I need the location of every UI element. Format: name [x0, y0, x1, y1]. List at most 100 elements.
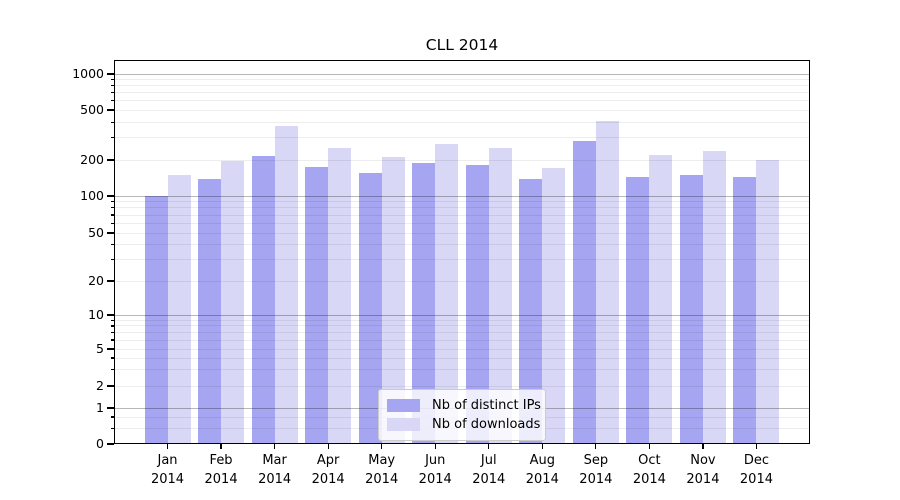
y-gridline-minor: [114, 357, 810, 359]
legend-swatch-distinct-ips-icon: [387, 399, 420, 412]
legend-entry-downloads: Nb of downloads: [387, 415, 541, 434]
y-tick-mark-minor: [110, 319, 114, 321]
y-tick-label: 500: [80, 102, 104, 117]
y-gridline-minor: [114, 259, 810, 261]
bar-distinct-ips: [465, 165, 489, 444]
y-tick-mark: [107, 159, 114, 161]
bar-distinct-ips: [305, 166, 329, 444]
y-gridline-major: [114, 195, 810, 197]
y-tick-mark-minor: [110, 84, 114, 87]
y-tick-mark-minor: [110, 99, 114, 102]
y-gridline-minor: [114, 201, 810, 203]
legend-swatch-downloads-icon: [387, 418, 420, 431]
bar-distinct-ips: [572, 140, 596, 444]
bar-distinct-ips: [144, 196, 168, 444]
y-tick-label: 5: [96, 341, 104, 356]
bar-downloads: [702, 151, 726, 444]
y-tick-label: 1000: [72, 66, 104, 81]
y-tick-label: 20: [88, 273, 104, 288]
bar-distinct-ips: [358, 173, 382, 444]
y-gridline-minor: [114, 280, 810, 282]
bar-distinct-ips: [251, 156, 275, 444]
x-tick-mark: [381, 444, 383, 449]
y-gridline-minor: [114, 339, 810, 341]
y-tick-mark: [107, 195, 114, 197]
y-gridline-minor: [114, 325, 810, 327]
legend-label-distinct-ips: Nb of distinct IPs: [432, 398, 541, 413]
x-tick-mark: [327, 444, 329, 449]
bar-downloads: [221, 161, 245, 444]
y-tick-mark-minor: [110, 78, 114, 81]
y-gridline-minor: [114, 222, 810, 224]
y-gridline-minor: [114, 121, 810, 123]
y-tick-mark: [107, 348, 114, 350]
x-tick-label: Mar 2014: [258, 453, 292, 487]
legend-entry-distinct-ips: Nb of distinct IPs: [387, 396, 541, 415]
y-tick-mark-minor: [110, 339, 114, 341]
y-tick-label: 10: [88, 307, 104, 322]
x-tick-mark: [541, 444, 543, 449]
y-tick-mark-minor: [110, 331, 114, 334]
y-tick-mark: [107, 73, 114, 75]
y-gridline-minor: [114, 319, 810, 321]
x-tick-label: Oct 2014: [632, 453, 666, 487]
x-tick-mark: [595, 444, 597, 449]
y-tick-mark-minor: [110, 121, 114, 123]
x-tick-label: Jun 2014: [418, 453, 452, 487]
y-gridline-major: [114, 314, 810, 316]
x-tick-label: Aug 2014: [525, 453, 559, 487]
x-tick-mark: [488, 444, 490, 449]
bar-downloads: [756, 160, 780, 444]
y-tick-label: 100: [80, 188, 104, 203]
y-tick-mark-minor: [110, 214, 114, 216]
x-tick-mark: [273, 444, 276, 449]
chart-title: CLL 2014: [425, 36, 499, 54]
y-tick-mark-minor: [110, 244, 114, 246]
y-gridline-minor: [114, 78, 810, 80]
bar-downloads: [381, 157, 405, 444]
y-tick-mark-minor: [110, 91, 114, 94]
bar-downloads: [542, 168, 566, 444]
x-tick-mark: [434, 444, 436, 449]
x-tick-label: Sep 2014: [579, 453, 613, 487]
y-gridline-major: [114, 73, 810, 75]
y-tick-mark: [107, 280, 114, 282]
y-gridline-minor: [114, 331, 810, 333]
bar-downloads: [167, 174, 191, 444]
x-tick-mark: [755, 444, 758, 449]
legend: Nb of distinct IPs Nb of downloads: [378, 389, 546, 441]
bar-distinct-ips: [626, 176, 650, 444]
x-tick-label: Nov 2014: [686, 453, 720, 487]
x-tick-mark: [166, 444, 169, 449]
y-gridline-minor: [114, 85, 810, 87]
y-tick-mark: [107, 232, 114, 234]
legend-label-downloads: Nb of downloads: [432, 417, 541, 432]
x-tick-label: Apr 2014: [311, 453, 345, 487]
y-gridline-minor: [114, 348, 810, 350]
y-tick-label: 50: [88, 225, 104, 240]
y-gridline-minor: [114, 385, 810, 387]
bar-distinct-ips: [519, 178, 543, 444]
y-tick-mark: [107, 109, 114, 111]
y-gridline-minor: [114, 159, 810, 161]
x-tick-label: Jul 2014: [472, 453, 506, 487]
y-gridline-minor: [114, 92, 810, 94]
bar-downloads: [328, 147, 352, 444]
x-tick-label: Dec 2014: [739, 453, 773, 487]
y-gridline-minor: [114, 207, 810, 209]
y-tick-mark-minor: [110, 357, 114, 359]
y-tick-mark-minor: [110, 259, 114, 261]
y-gridline-minor: [114, 100, 810, 102]
bar-downloads: [595, 121, 619, 444]
y-tick-mark-minor: [110, 416, 114, 418]
y-tick-mark: [107, 443, 114, 445]
y-tick-label: 0: [96, 436, 104, 451]
y-gridline-minor: [114, 232, 810, 234]
bar-downloads: [488, 147, 512, 444]
y-tick-mark-minor: [110, 325, 114, 327]
x-tick-mark: [648, 444, 651, 449]
y-tick-mark-minor: [110, 137, 114, 139]
bar-downloads: [274, 126, 298, 444]
y-gridline-minor: [114, 244, 810, 246]
